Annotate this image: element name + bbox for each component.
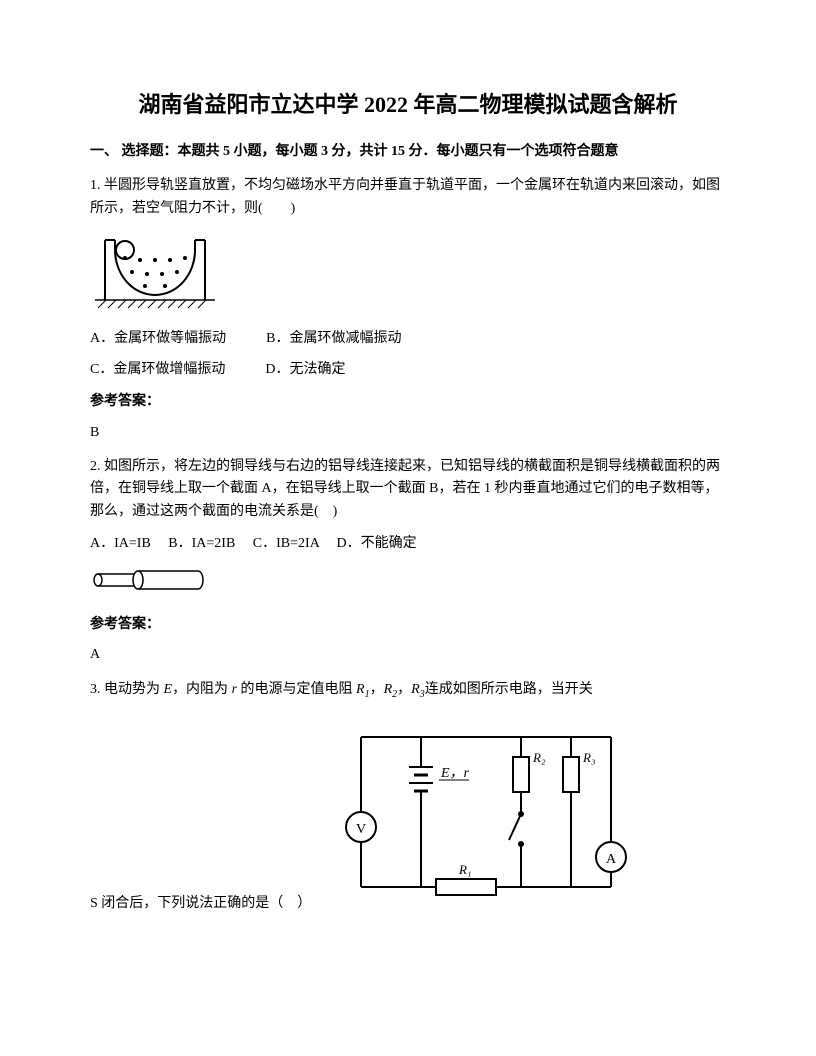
- q2-option-c: C．IB=2IA: [253, 536, 319, 551]
- q3-t4: ，: [370, 682, 384, 697]
- q2-options: A．IA=IB B．IA=2IB C．IB=2IA D．不能确定: [90, 533, 726, 555]
- r3-label: R₃: [582, 750, 595, 765]
- q3-t2: ，内阻为: [172, 682, 232, 697]
- section-header: 一、 选择题：本题共 5 小题，每小题 3 分，共计 15 分．每小题只有一个选…: [90, 141, 726, 163]
- question-2: 2. 如图所示，将左边的铜导线与右边的铝导线连接起来，已知铝导线的横截面积是铜导…: [90, 456, 726, 667]
- q2-option-b: B．IA=2IB: [168, 536, 235, 551]
- q3-t3: 的电源与定值电阻: [237, 682, 356, 697]
- voltmeter-label: V: [356, 822, 366, 837]
- q3-R2: R: [384, 682, 393, 697]
- q1-option-a: A．金属环做等幅振动: [90, 328, 226, 350]
- q2-answer: A: [90, 644, 726, 666]
- battery-label: E，r: [440, 766, 470, 781]
- q1-text: 1. 半圆形导轨竖直放置，不均匀磁场水平方向并垂直于轨道平面，一个金属环在轨道内…: [90, 175, 726, 220]
- q1-option-c: C．金属环做增幅振动: [90, 359, 225, 381]
- q3-text-bottom: S 闭合后，下列说法正确的是（ ）: [90, 893, 311, 915]
- q3-t1: 3. 电动势为: [90, 682, 164, 697]
- q1-option-d: D．无法确定: [265, 359, 345, 381]
- q3-R3: R: [411, 682, 420, 697]
- semicircle-track-icon: [90, 230, 220, 310]
- q3-figure: V E，r R₂: [321, 722, 631, 905]
- q1-options: A．金属环做等幅振动 B．金属环做减幅振动 C．金属环做增幅振动 D．无法确定: [90, 328, 726, 381]
- q1-answer-label: 参考答案：: [90, 391, 726, 413]
- ammeter-label: A: [606, 852, 617, 867]
- circuit-diagram-icon: V E，r R₂: [321, 722, 631, 897]
- q2-option-a: A．IA=IB: [90, 536, 151, 551]
- wire-connection-icon: [90, 565, 205, 595]
- q2-text: 2. 如图所示，将左边的铜导线与右边的铝导线连接起来，已知铝导线的横截面积是铜导…: [90, 456, 726, 523]
- page-title: 湖南省益阳市立达中学 2022 年高二物理模拟试题含解析: [90, 90, 726, 121]
- q2-answer-label: 参考答案：: [90, 614, 726, 636]
- q2-option-d: D．不能确定: [337, 536, 417, 551]
- q1-figure: [90, 230, 726, 318]
- q3-text: 3. 电动势为 E，内阻为 r 的电源与定值电阻 R1，R2，R3连成如图所示电…: [90, 679, 726, 703]
- question-1: 1. 半圆形导轨竖直放置，不均匀磁场水平方向并垂直于轨道平面，一个金属环在轨道内…: [90, 175, 726, 444]
- q1-answer: B: [90, 422, 726, 444]
- r2-label: R₂: [532, 750, 546, 765]
- r1-label: R₁: [458, 862, 471, 877]
- q2-figure: [90, 565, 726, 603]
- q3-E: E: [164, 682, 173, 697]
- q3-t6: 连成如图所示电路，当开关: [425, 682, 593, 697]
- q3-R1: R: [356, 682, 365, 697]
- q1-option-b: B．金属环做减幅振动: [266, 328, 401, 350]
- q3-t5: ，: [397, 682, 411, 697]
- question-3: 3. 电动势为 E，内阻为 r 的电源与定值电阻 R1，R2，R3连成如图所示电…: [90, 679, 726, 916]
